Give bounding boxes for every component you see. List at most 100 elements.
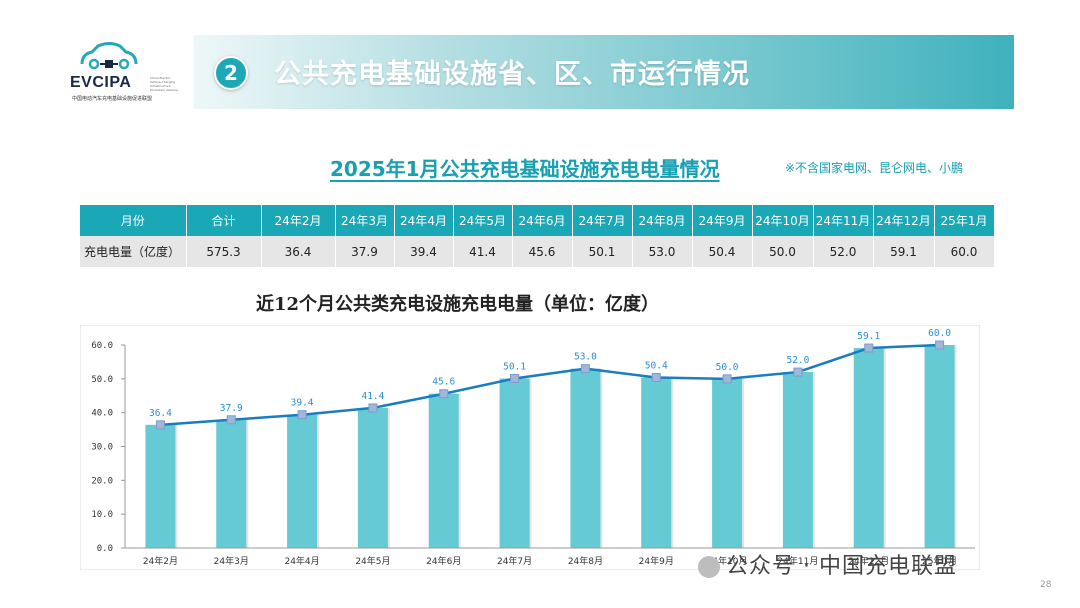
table-header-cell: 24年10月 [752,205,814,236]
x-tick-label: 24年6月 [426,555,461,567]
table-header-cell: 24年3月 [335,205,395,236]
header-banner [194,35,1014,109]
y-tick-label: 20.0 [91,476,113,486]
bar [145,424,176,548]
bar [570,368,601,548]
y-tick-label: 10.0 [91,510,113,520]
y-axis: 0.0 10.0 20.0 30.0 40.0 50.0 60.0 [91,341,126,554]
x-tick-label: 24年5月 [355,555,390,567]
table-header-cell: 合计 [186,205,262,236]
table-header-cell: 25年1月 [934,205,995,236]
bar [641,377,672,548]
section-number-badge: 2 [214,56,248,90]
line-series [155,340,945,430]
y-tick-label: 30.0 [91,443,113,453]
chart-title: 近12个月公共类充电设施充电电量（单位：亿度） [256,294,660,315]
data-label: 59.1 [857,331,880,342]
line-marker [155,420,165,430]
line-marker [722,374,732,384]
table-header-cell: 24年5月 [453,205,513,236]
x-tick-label: 24年8月 [568,555,603,567]
table-header-cell: 24年11月 [813,205,874,236]
table-header-cell: 24年4月 [394,205,454,236]
y-tick-label: 50.0 [91,375,113,385]
table-cell: 59.1 [873,236,935,267]
exclusion-note: ※不含国家电网、昆仑网电、小鹏 [785,161,964,175]
table-header-cell: 24年9月 [692,205,753,236]
data-label: 60.0 [928,328,951,339]
table-row: 充电电量（亿度） 575.3 36.4 37.9 39.4 41.4 45.6 … [80,236,995,267]
table-cell: 53.0 [632,236,693,267]
car-plug-icon [80,42,138,70]
trend-line [160,343,940,427]
table-cell: 50.4 [692,236,753,267]
bar [712,378,743,548]
energy-table: 月份 合计 24年2月 24年3月 24年4月 24年5月 24年6月 24年7… [80,205,995,267]
data-label: 45.6 [432,377,455,388]
x-tick-label: 24年4月 [284,555,319,567]
table-cell: 39.4 [394,236,454,267]
line-marker [439,389,449,399]
data-labels: 36.4 37.9 39.4 41.4 45.6 50.1 53.0 50.4 50.0 52.0… [149,328,951,419]
x-axis: 24年2月 24年3月 24年4月 24年5月 24年6月 24年7月 24年8月 24年9月… [125,547,975,567]
evcipa-logo: EVCIPA China Electric Vehicle Charging I… [66,40,178,104]
table-cell: 52.0 [813,236,874,267]
x-tick-label: 24年3月 [214,555,249,567]
y-tick-label: 60.0 [91,341,113,351]
table-header-cell: 24年6月 [512,205,573,236]
data-label: 52.0 [786,355,809,366]
table-header-cell: 24年2月 [261,205,336,236]
bar [853,348,884,548]
data-label: 50.1 [503,361,526,372]
x-tick-label: 25年1月 [922,555,957,567]
data-label: 50.0 [716,362,739,373]
logo-tagline: China Electric Vehicle Charging Infrastr… [150,76,179,92]
y-tick-label: 0.0 [97,544,113,554]
table-header-row: 月份 合计 24年2月 24年3月 24年4月 24年5月 24年6月 24年7… [80,205,995,236]
table-cell: 36.4 [261,236,336,267]
x-tick-label: 24年9月 [639,555,674,567]
table-cell: 50.0 [752,236,814,267]
data-label: 37.9 [220,403,243,414]
table-cell: 575.3 [186,236,262,267]
wechat-icon [698,556,720,578]
line-marker [510,373,520,383]
bar [287,414,318,548]
energy-chart: 0.010.020.030.040.050.060.0 24年2月 24年3月 24… [80,325,980,570]
bar [499,378,530,548]
y-tick-label: 40.0 [91,409,113,419]
table-cell: 45.6 [512,236,573,267]
logo-org-name: 中国电动汽车充电基础设施促进联盟 [72,96,153,102]
table-row-label: 充电电量（亿度） [80,236,187,267]
line-marker [864,343,874,353]
line-marker [368,403,378,413]
page-number: 28 [1040,580,1052,590]
table-title: 2025年1月公共充电基础设施充电电量情况 [330,157,720,181]
table-header-cell: 24年8月 [632,205,693,236]
x-tick-label: 24年11月 [777,555,818,567]
line-marker [793,367,803,377]
x-tick-label: 24年7月 [497,555,532,567]
table-cell: 37.9 [335,236,395,267]
bar [357,407,388,548]
bar [924,345,955,548]
bar [216,419,247,548]
bar-series [145,345,957,548]
bar [428,393,459,548]
line-marker [651,372,661,382]
bar [782,372,813,548]
line-marker [297,410,307,420]
table-header-cell: 24年7月 [572,205,633,236]
logo-brand: EVCIPA [70,74,132,91]
line-marker [226,415,236,425]
data-label: 36.4 [149,408,172,419]
line-marker [580,364,590,374]
page-title: 公共充电基础设施省、区、市运行情况 [274,59,750,90]
line-marker [935,340,945,350]
table-cell: 41.4 [453,236,513,267]
footer-watermark: 公众号 · 中国充电联盟 [698,548,957,580]
table-header-cell: 24年12月 [873,205,935,236]
data-label: 39.4 [291,398,314,409]
table-cell: 50.1 [572,236,633,267]
data-label: 53.0 [574,352,597,363]
